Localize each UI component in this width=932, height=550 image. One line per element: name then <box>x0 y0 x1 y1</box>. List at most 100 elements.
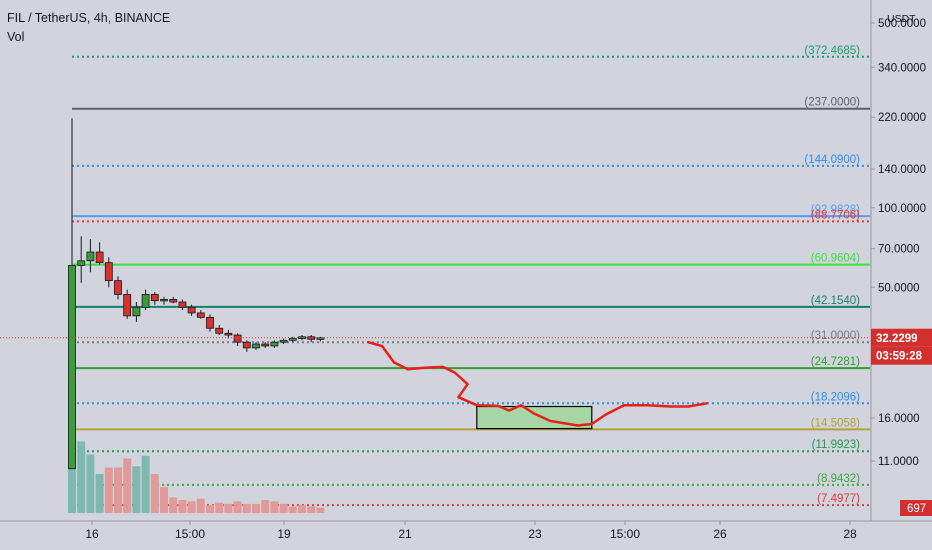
price-tick-label: 50.0000 <box>878 282 920 294</box>
price-tick-label: 16.0000 <box>878 413 920 425</box>
candle-body <box>169 299 178 303</box>
price-tick-label: 11.0000 <box>878 456 919 468</box>
countdown-tag <box>871 346 932 365</box>
price-tick-label: 340.0000 <box>878 62 926 74</box>
volume-bar <box>77 441 86 513</box>
candle-body <box>279 339 288 343</box>
volume-bar <box>123 458 132 513</box>
countdown-text: 03:59:28 <box>876 351 923 363</box>
candle-body <box>86 251 95 262</box>
volume-bar <box>252 503 260 513</box>
time-tick-label: 15:00 <box>175 527 205 541</box>
currency-label: USDT <box>887 13 916 25</box>
volume-bar <box>95 474 104 513</box>
candle-body <box>141 294 150 308</box>
level-label: (18.2096) <box>811 391 860 403</box>
level-label: (237.0000) <box>804 97 860 109</box>
volume-bar <box>224 503 233 513</box>
volume-bar <box>196 498 205 513</box>
volume-label[interactable]: Vol <box>7 30 25 44</box>
candle-body <box>270 341 279 347</box>
time-tick-label: 28 <box>843 527 857 541</box>
volume-bar <box>141 455 150 513</box>
volume-value-text: 697 <box>907 503 926 515</box>
candle-body <box>95 251 104 264</box>
volume-bar <box>233 501 242 513</box>
chart-header: FIL / TetherUS, 4h, BINANCE Vol <box>7 9 170 47</box>
level-label: (31.0000) <box>811 330 860 342</box>
volume-bar <box>187 501 196 513</box>
volume-bar <box>114 467 122 513</box>
level-label: (11.9923) <box>812 439 861 451</box>
time-tick-label: 16 <box>85 527 99 541</box>
volume-bar <box>104 467 113 513</box>
level-label: (42.1540) <box>811 295 860 307</box>
volume-bar <box>150 474 159 513</box>
level-label: (88.7706) <box>811 209 860 221</box>
projection-path <box>366 340 709 427</box>
candle-body <box>206 316 214 329</box>
level-label: (144.0900) <box>804 154 860 166</box>
volume-bar <box>206 505 214 513</box>
candle-body <box>114 280 122 295</box>
last-price-text: 32.2299 <box>876 333 918 345</box>
price-tick-label: 100.0000 <box>878 203 926 215</box>
level-label: (60.9604) <box>811 253 860 265</box>
candle-body <box>160 299 168 302</box>
candle-body <box>196 312 205 318</box>
candle-body <box>233 334 242 343</box>
candle-body <box>316 337 325 340</box>
price-tick-label: 140.0000 <box>878 164 926 176</box>
candle-body <box>307 336 316 340</box>
time-tick-label: 23 <box>528 527 542 541</box>
last-price-tag <box>871 328 932 347</box>
price-axis-panel <box>871 0 932 521</box>
volume-bar <box>86 454 95 513</box>
symbol-title[interactable]: FIL / TetherUS, 4h, BINANCE <box>7 11 171 25</box>
level-label: (7.4977) <box>817 493 860 505</box>
volume-bar <box>160 487 168 513</box>
volume-bar <box>178 500 187 513</box>
level-label: (8.9432) <box>817 473 860 485</box>
level-label: (92.9828) <box>811 204 860 216</box>
candle-body <box>150 294 159 302</box>
time-tick-label: 19 <box>277 527 291 541</box>
candle-body <box>178 301 187 308</box>
candle-body <box>215 327 224 334</box>
candle-body <box>288 338 297 341</box>
candle-body <box>77 260 86 266</box>
level-label: (14.5058) <box>811 417 860 429</box>
price-tick-label: 220.0000 <box>878 112 926 124</box>
price-tick-label: 500.0000 <box>878 18 926 30</box>
volume-bar <box>261 500 270 513</box>
time-tick-label: 26 <box>713 527 727 541</box>
candle-body <box>252 343 260 349</box>
candle-body <box>187 306 196 314</box>
volume-bar <box>242 503 251 513</box>
volume-bar <box>316 507 325 513</box>
price-tick-label: 70.0000 <box>878 244 920 256</box>
time-tick-label: 21 <box>398 527 412 541</box>
candle-body <box>132 306 141 317</box>
candle-body <box>224 332 233 336</box>
candle-body <box>298 336 306 339</box>
time-tick-label: 15:00 <box>610 527 640 541</box>
volume-bar <box>132 466 141 513</box>
volume-value-tag <box>900 500 932 516</box>
volume-bar <box>169 497 178 513</box>
candle-body <box>123 294 132 317</box>
volume-bar <box>298 505 306 513</box>
volume-bar <box>307 506 316 513</box>
level-label: (372.4685) <box>804 45 860 57</box>
volume-bar <box>270 501 279 513</box>
level-label: (24.7281) <box>811 356 860 368</box>
volume-bar <box>279 503 288 513</box>
candle-body <box>242 341 251 349</box>
candle-body <box>104 262 113 282</box>
candle-body <box>261 343 270 347</box>
volume-bar <box>215 502 224 513</box>
candle-body <box>68 265 76 470</box>
